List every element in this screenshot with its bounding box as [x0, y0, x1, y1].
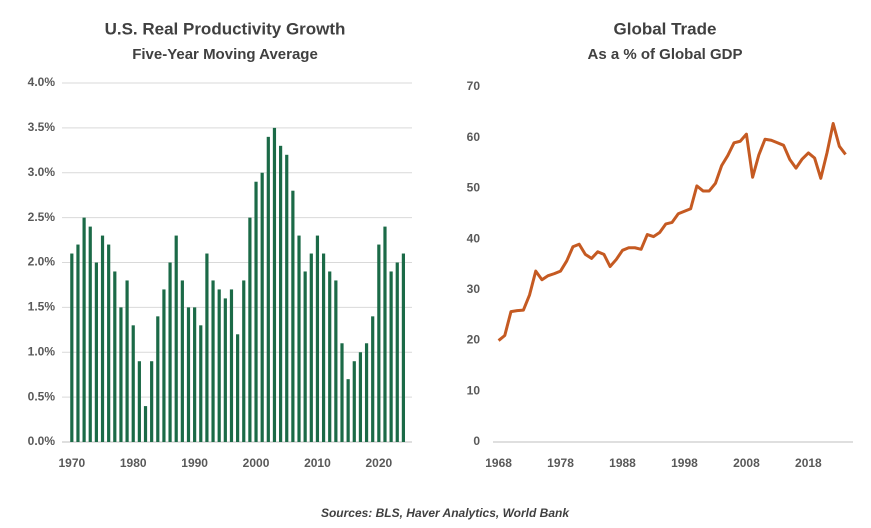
bar — [254, 181, 258, 442]
bar — [285, 154, 289, 443]
bar — [76, 244, 80, 442]
y-tick-label: 4.0% — [28, 75, 56, 89]
bar — [107, 244, 111, 442]
bar — [125, 280, 129, 442]
x-tick-label: 1980 — [120, 456, 147, 470]
bar — [309, 253, 313, 442]
bar — [143, 406, 148, 442]
bar — [131, 325, 135, 442]
chart-title: Global Trade — [614, 19, 717, 38]
y-tick-label: 0.5% — [28, 389, 56, 403]
bar — [223, 298, 227, 442]
x-tick-label: 1990 — [181, 456, 208, 470]
bar — [334, 280, 338, 442]
bar — [211, 280, 215, 442]
bar — [168, 262, 172, 442]
bar — [377, 244, 381, 442]
bar — [174, 235, 178, 442]
y-tick-label: 10 — [467, 383, 481, 397]
bar — [358, 352, 363, 442]
bar — [364, 343, 369, 442]
y-tick-label: 1.5% — [28, 300, 56, 314]
bar — [113, 271, 117, 442]
bar — [272, 127, 277, 442]
bar — [205, 253, 209, 442]
bar — [340, 343, 344, 442]
bar — [383, 226, 387, 442]
bar — [180, 280, 184, 442]
x-tick-label: 1998 — [671, 456, 698, 470]
y-tick-label: 2.0% — [28, 255, 56, 269]
bar — [346, 379, 350, 442]
bar — [352, 361, 356, 442]
bar — [82, 217, 86, 442]
bar — [150, 361, 154, 442]
bar — [266, 136, 270, 442]
bar — [401, 253, 406, 442]
y-tick-label: 1.0% — [28, 344, 56, 358]
y-tick-label: 70 — [467, 79, 481, 93]
bar — [119, 307, 123, 442]
bar — [186, 307, 191, 442]
y-tick-label: 60 — [467, 130, 481, 144]
line — [497, 122, 847, 342]
bar — [321, 253, 326, 442]
bar — [291, 190, 295, 442]
bar — [297, 235, 301, 442]
x-tick-label: 2018 — [795, 456, 822, 470]
y-tick-label: 40 — [467, 231, 481, 245]
x-tick-label: 1978 — [547, 456, 574, 470]
bar — [278, 145, 283, 442]
x-tick-label: 2000 — [243, 456, 270, 470]
x-tick-label: 2020 — [365, 456, 392, 470]
bar — [162, 289, 166, 442]
bar — [315, 235, 320, 442]
x-tick-label: 1988 — [609, 456, 636, 470]
y-tick-label: 3.0% — [28, 165, 56, 179]
bar — [395, 262, 399, 442]
bar — [193, 307, 197, 442]
bar — [328, 271, 332, 442]
y-tick-label: 30 — [467, 282, 481, 296]
bar — [88, 226, 92, 442]
y-tick-label: 50 — [467, 181, 481, 195]
bar — [303, 271, 307, 442]
bar — [229, 289, 234, 442]
x-tick-label: 2008 — [733, 456, 760, 470]
y-tick-label: 20 — [467, 333, 481, 347]
chart-subtitle: Five-Year Moving Average — [132, 46, 318, 63]
bar — [248, 217, 252, 442]
bar — [100, 235, 105, 442]
bar — [242, 280, 246, 442]
y-tick-label: 0.0% — [28, 434, 56, 448]
bar — [199, 325, 203, 442]
x-tick-label: 1968 — [485, 456, 512, 470]
x-tick-label: 1970 — [58, 456, 85, 470]
bar — [371, 316, 375, 442]
bar — [137, 361, 141, 442]
bar — [70, 253, 74, 442]
bar — [156, 316, 160, 442]
x-tick-label: 2010 — [304, 456, 331, 470]
bar — [94, 262, 98, 442]
bar — [260, 172, 264, 442]
chart-title: U.S. Real Productivity Growth — [105, 19, 346, 38]
bar — [217, 289, 221, 442]
bar — [389, 271, 393, 442]
footer: Sources: BLS, Haver Analytics, World Ban… — [321, 506, 570, 520]
bar — [236, 334, 240, 442]
y-tick-label: 0 — [473, 434, 480, 448]
chart-subtitle: As a % of Global GDP — [587, 46, 742, 63]
y-tick-label: 2.5% — [28, 210, 56, 224]
y-tick-label: 3.5% — [28, 120, 56, 134]
